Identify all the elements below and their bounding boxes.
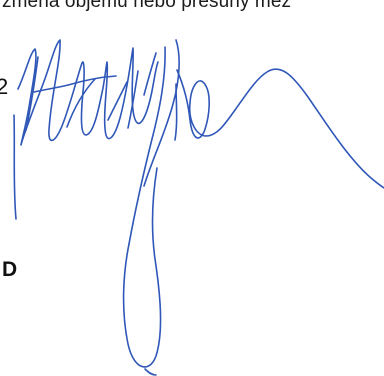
left-margin-number: 2 <box>0 74 9 99</box>
left-margin-letter: D <box>2 258 18 281</box>
document-text-line: změna objemu nebo přesuny mez <box>2 0 292 12</box>
